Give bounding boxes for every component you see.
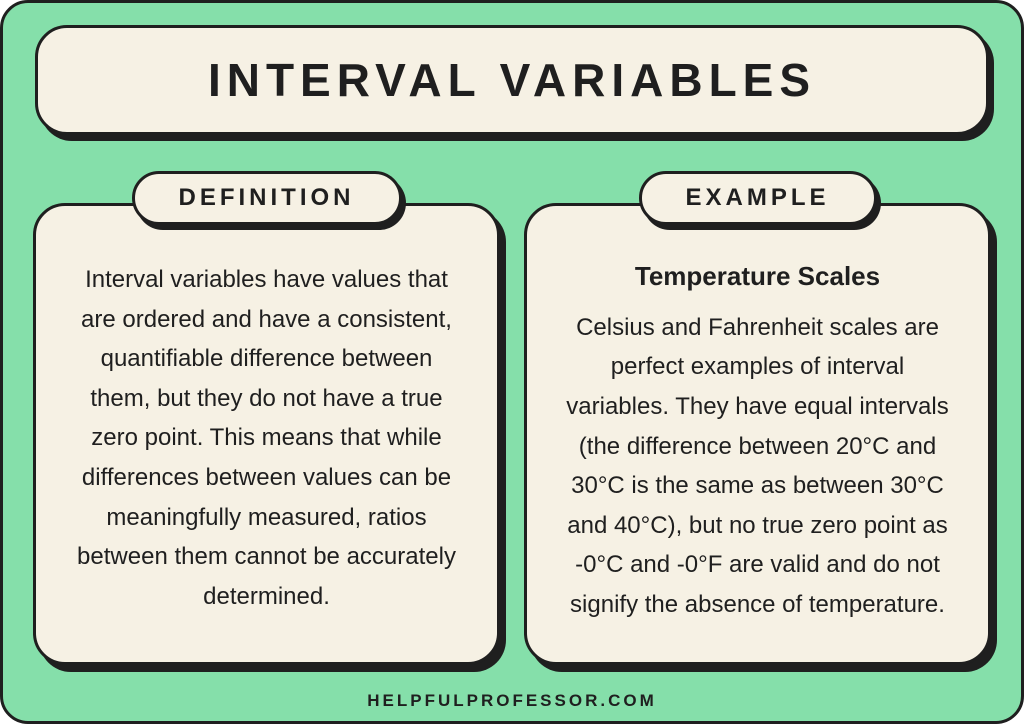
example-label-pill: EXAMPLE xyxy=(638,171,876,225)
columns-container: DEFINITION Interval variables have value… xyxy=(33,171,991,665)
definition-panel: Interval variables have values that are … xyxy=(33,203,500,665)
definition-label: DEFINITION xyxy=(179,184,355,211)
title-box: INTERVAL VARIABLES xyxy=(35,25,989,135)
definition-label-pill: DEFINITION xyxy=(132,171,402,225)
definition-column: DEFINITION Interval variables have value… xyxy=(33,171,500,665)
example-body: Celsius and Fahrenheit scales are perfec… xyxy=(561,308,954,625)
info-card: INTERVAL VARIABLES DEFINITION Interval v… xyxy=(0,0,1024,724)
footer-attribution: HELPFULPROFESSOR.COM xyxy=(3,691,1021,711)
example-column: EXAMPLE Temperature Scales Celsius and F… xyxy=(524,171,991,665)
example-label: EXAMPLE xyxy=(685,184,829,211)
main-title: INTERVAL VARIABLES xyxy=(208,53,816,107)
example-subtitle: Temperature Scales xyxy=(561,260,954,294)
example-panel: Temperature Scales Celsius and Fahrenhei… xyxy=(524,203,991,665)
definition-body: Interval variables have values that are … xyxy=(70,260,463,616)
